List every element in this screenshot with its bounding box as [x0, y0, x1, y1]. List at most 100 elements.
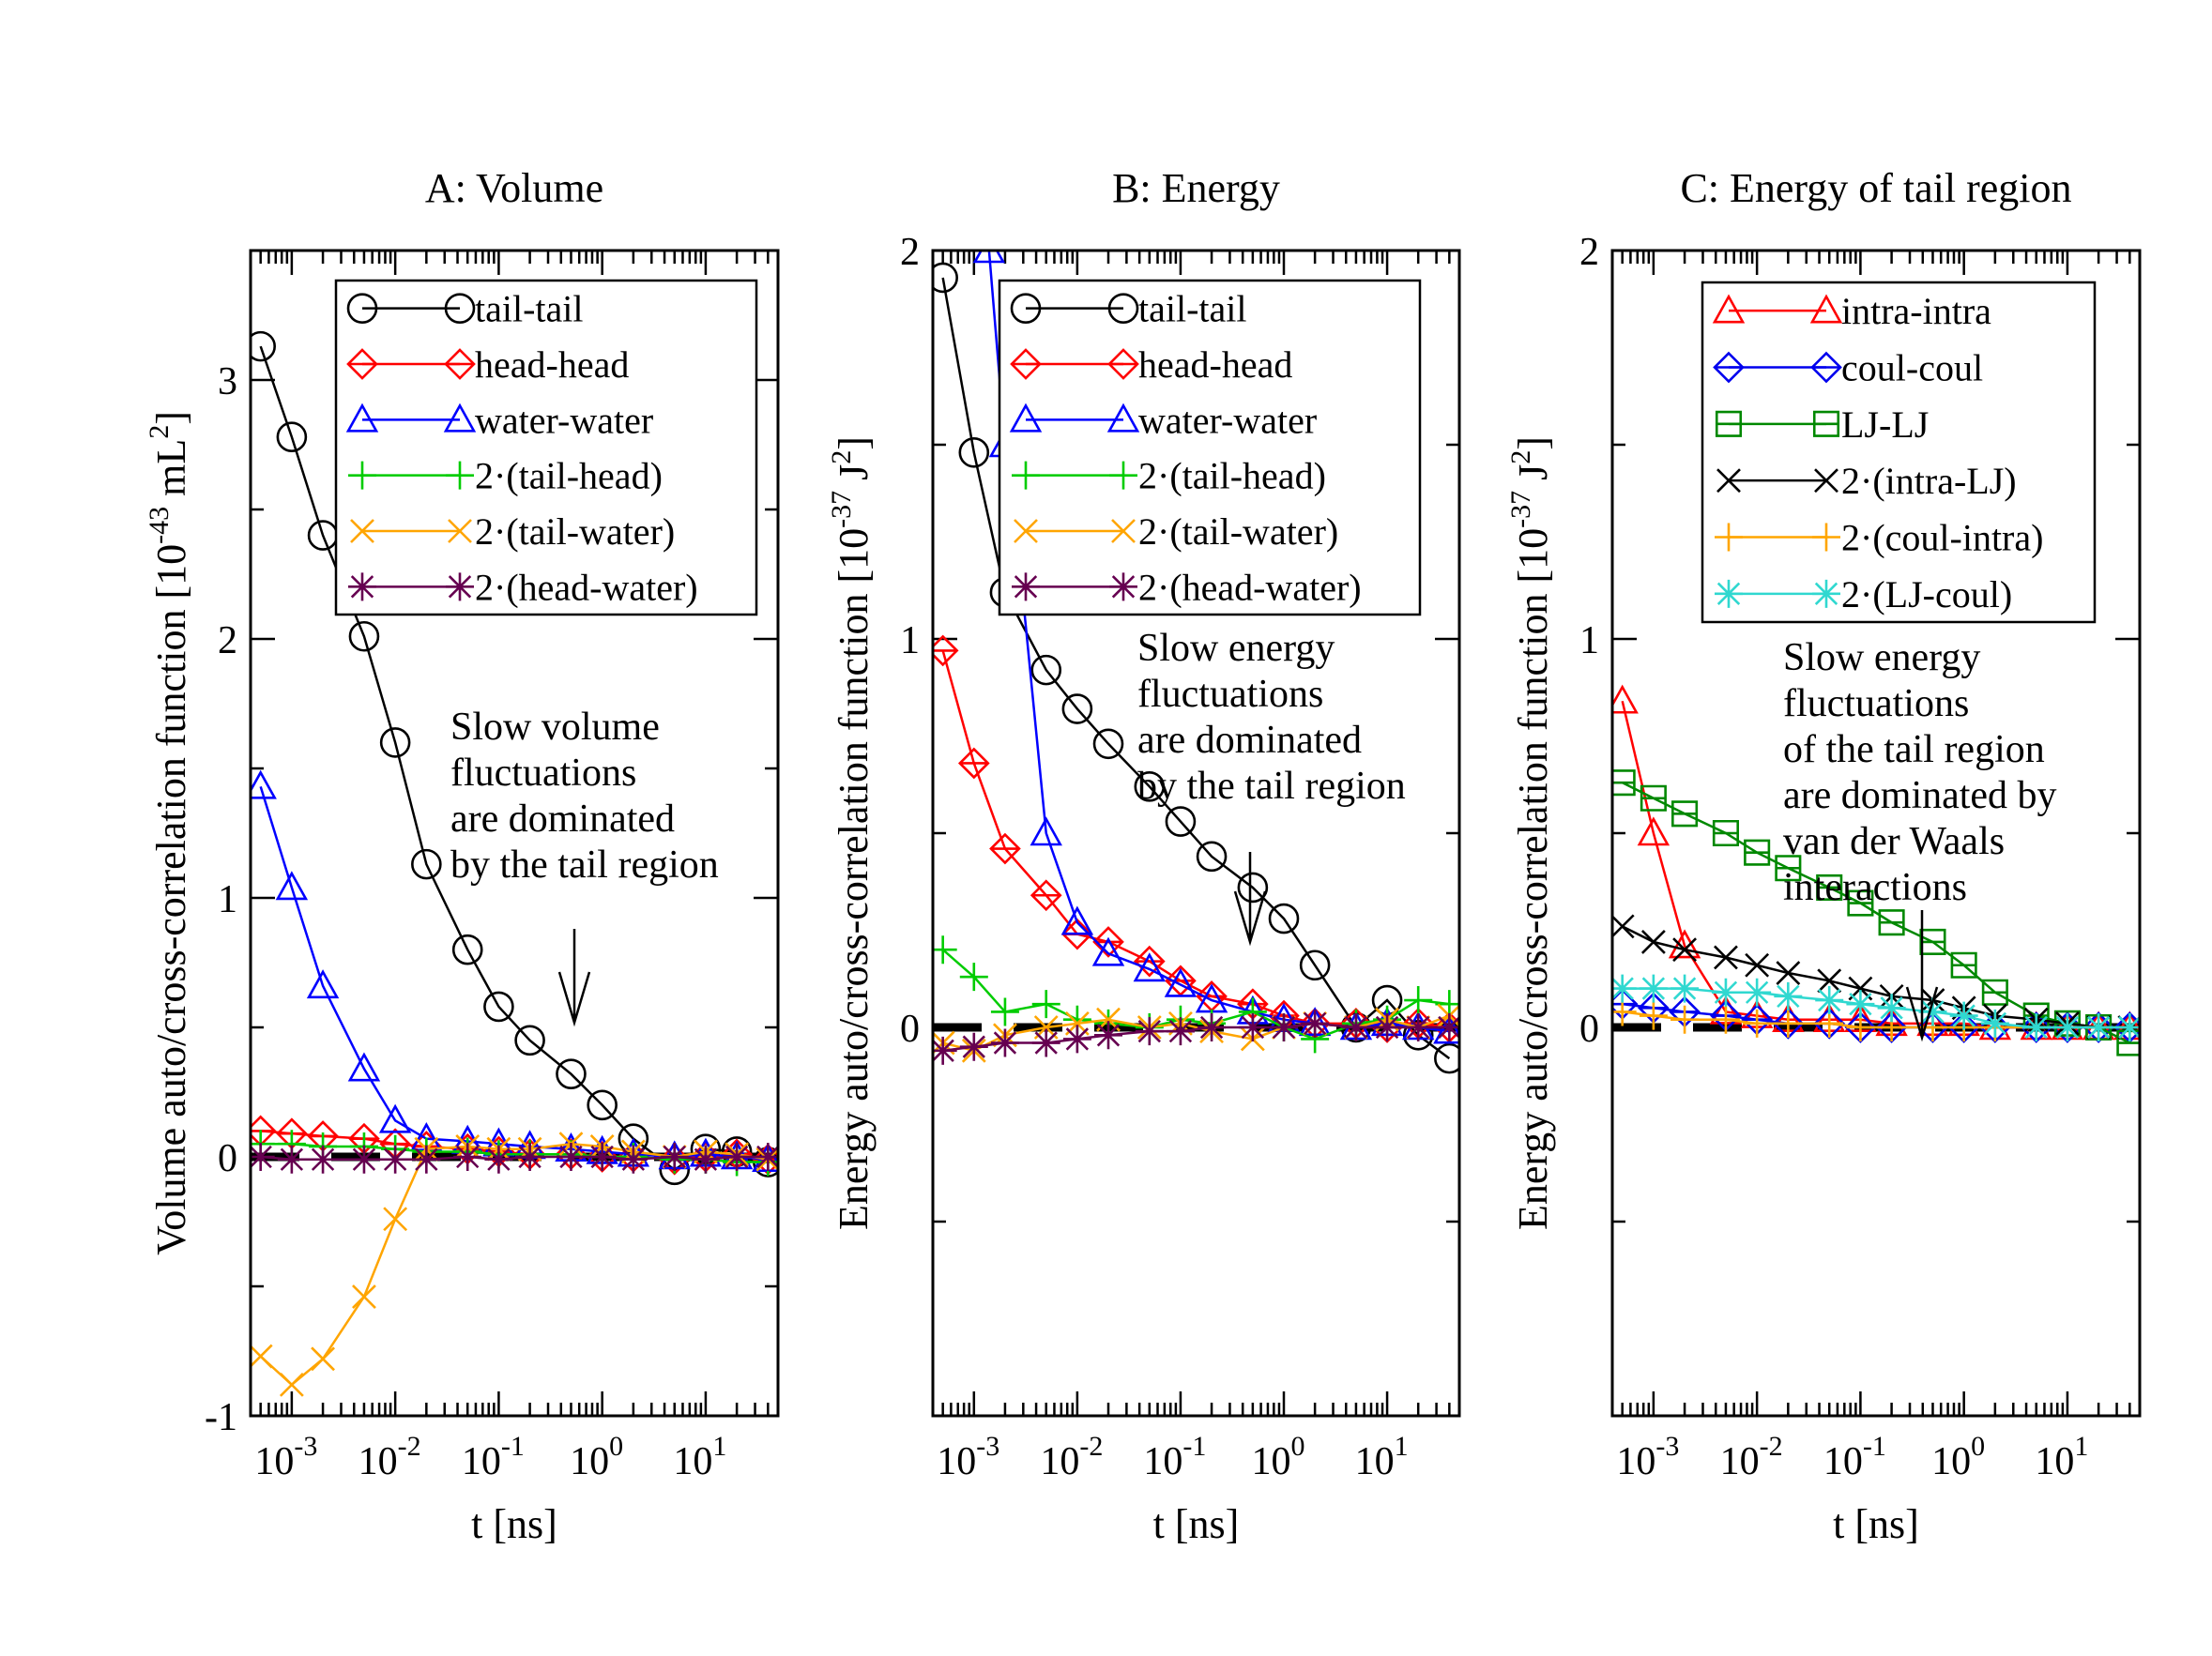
legend: tail-tail head-head water-water 2·(tail-hea…	[998, 279, 1422, 616]
data-point	[514, 1025, 545, 1056]
legend-item: 2·(tail-water)	[350, 510, 675, 553]
panel-c-energy-tail: C: Energy of tail region t [ns] Energy aut…	[1505, 165, 2142, 1547]
legend-marker	[448, 519, 472, 543]
legend-marker	[443, 403, 477, 433]
data-point	[2084, 1013, 2113, 1041]
legend-marker	[1812, 523, 1840, 552]
data-point	[1094, 1021, 1122, 1050]
data-point	[972, 251, 1006, 264]
data-point	[660, 1143, 689, 1171]
data-point	[723, 1143, 752, 1171]
x-tick-exponent: 0	[609, 1431, 623, 1462]
y-label-close: ]	[148, 411, 194, 425]
data-point	[251, 769, 277, 799]
x-tick-exponent: -1	[1182, 1431, 1206, 1462]
legend-label: head-head	[475, 343, 629, 386]
data-point	[275, 871, 309, 901]
legend-label: tail-tail	[475, 288, 584, 330]
data-point	[1373, 1013, 1402, 1041]
y-label-unit-power: 2	[1505, 450, 1536, 464]
legend-item: 2·(tail-head)	[1012, 455, 1326, 497]
data-point	[381, 1145, 410, 1174]
data-point	[1745, 952, 1770, 978]
legend-box	[1701, 281, 2097, 624]
data-point	[957, 747, 990, 780]
data-point	[691, 1145, 720, 1174]
x-tick-exponent: -2	[1760, 1431, 1783, 1462]
legend-marker	[348, 572, 376, 601]
series--tail-water-	[251, 1132, 778, 1397]
legend-marker	[1715, 579, 1743, 608]
x-tick-base: 10	[570, 1440, 609, 1483]
series-line	[1622, 925, 2130, 1029]
annotation-line: Slow energy	[1783, 636, 1980, 679]
annotation-line: by the tail region	[450, 843, 719, 887]
data-point	[1299, 950, 1331, 981]
data-point	[1980, 1009, 2009, 1038]
data-point	[515, 1143, 544, 1171]
legend-item: head-head	[1010, 343, 1292, 386]
legend-marker	[1111, 519, 1136, 543]
x-tick-label: 10-1	[1143, 1431, 1206, 1483]
series--head-water-	[251, 1143, 778, 1174]
x-tick-base: 10	[1823, 1440, 1863, 1483]
y-tick-label: 2	[900, 231, 920, 274]
data-point	[1877, 994, 1906, 1023]
data-point	[1714, 945, 1738, 970]
data-point	[412, 1145, 441, 1174]
data-point	[453, 1143, 482, 1171]
legend-marker	[444, 348, 476, 380]
x-tick-exponent: 1	[712, 1431, 726, 1462]
legend-marker	[1014, 519, 1038, 543]
data-point	[309, 1145, 338, 1174]
x-tick-label: 100	[1252, 1431, 1305, 1483]
data-point	[990, 997, 1019, 1026]
legend-marker	[1109, 572, 1137, 601]
data-point	[1133, 952, 1167, 982]
y-label-unit: mL	[148, 439, 194, 507]
data-point	[1404, 986, 1433, 1015]
data-point	[1672, 937, 1697, 963]
data-point	[1775, 855, 1802, 882]
legend-box	[334, 279, 758, 616]
data-point	[1062, 1025, 1091, 1054]
data-point	[311, 1346, 335, 1372]
data-point	[1711, 1005, 1740, 1034]
series-line	[260, 1142, 769, 1163]
data-point	[2021, 1013, 2051, 1041]
series-line	[259, 785, 769, 1162]
data-point	[1949, 1001, 1978, 1030]
plot-frame	[249, 249, 780, 1418]
y-axis-label: Energy auto/cross-correlation function […	[826, 436, 877, 1230]
data-point	[1846, 990, 1875, 1019]
legend-marker	[1009, 403, 1043, 433]
x-tick-exponent: -3	[1655, 1431, 1679, 1462]
legend-marker	[346, 348, 378, 380]
x-tick-exponent: -2	[1079, 1431, 1103, 1462]
data-point	[383, 1207, 408, 1232]
series-line	[260, 1155, 769, 1162]
annotation-line: Slow energy	[1137, 627, 1335, 670]
x-tick-label: 101	[673, 1431, 726, 1483]
legend-item: tail-tail	[346, 288, 584, 330]
legend-item: water-water	[345, 399, 653, 441]
data-point	[1030, 816, 1062, 846]
data-point	[352, 1284, 376, 1309]
legend-label: 2·(head-water)	[1138, 566, 1362, 608]
x-tick-base: 10	[937, 1440, 976, 1483]
x-tick-base: 10	[1143, 1440, 1182, 1483]
annotation-arrow	[557, 929, 591, 1027]
x-axis-label: t [ns]	[1153, 1501, 1240, 1547]
x-tick-base: 10	[1720, 1440, 1760, 1483]
data-point	[1030, 654, 1062, 686]
data-point	[1671, 800, 1699, 828]
data-point	[1776, 961, 1801, 985]
data-point	[1612, 769, 1636, 797]
x-tick-label: 100	[1931, 1431, 1985, 1483]
y-tick-label: 2	[218, 619, 237, 662]
annotation-line: interactions	[1783, 866, 1967, 909]
data-point	[1774, 1009, 1803, 1038]
